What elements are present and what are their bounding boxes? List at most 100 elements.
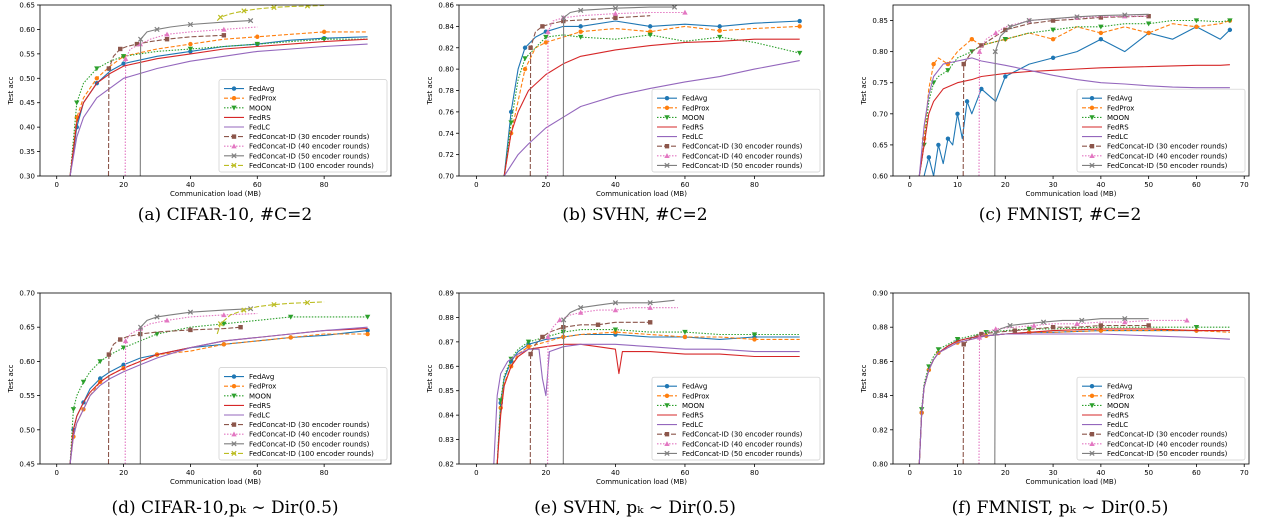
series-line-FedRS	[503, 38, 800, 176]
legend-marker-FedConcat40	[664, 153, 670, 158]
series-line-FedConcat30	[107, 326, 241, 464]
data-point-FedProx	[682, 334, 688, 340]
y-tick-label: 0.45	[19, 461, 35, 469]
data-point-FedConcat100	[271, 5, 277, 11]
y-tick-label: 0.80	[872, 48, 888, 56]
x-axis-label: Communication load (MB)	[596, 478, 687, 486]
data-point-MOON	[508, 120, 514, 126]
x-tick-label: 0	[54, 181, 58, 189]
axes-frame	[39, 4, 392, 177]
legend-marker-FedConcat50	[664, 162, 670, 169]
x-tick-label: 20	[119, 181, 128, 189]
data-point-FedConcat30	[188, 327, 193, 333]
data-point-FedProx	[1146, 30, 1151, 36]
legend-label: FedProx	[682, 392, 709, 400]
data-point-FedConcat100	[241, 307, 247, 313]
data-point-FedConcat30	[1098, 323, 1104, 328]
legend-label: FedAvg	[682, 383, 707, 391]
data-point-MOON	[1098, 24, 1104, 30]
x-tick-label: 80	[320, 181, 329, 189]
data-point-FedConcat50	[612, 300, 619, 306]
x-tick-label: 20	[1001, 181, 1010, 189]
x-tick-label: 40	[186, 469, 195, 477]
legend-label: MOON	[1107, 114, 1129, 122]
x-tick-label: 50	[1144, 469, 1153, 477]
y-tick-label: 0.72	[438, 151, 454, 159]
y-tick-label: 0.30	[19, 173, 35, 181]
legend-marker-MOON	[231, 105, 237, 111]
data-point-FedAvg	[365, 328, 370, 333]
data-point-MOON	[926, 364, 932, 370]
y-axis-label: Test acc	[860, 76, 868, 105]
series-group	[69, 5, 368, 176]
data-point-MOON	[577, 34, 584, 40]
legend-marker-MOON	[231, 393, 237, 399]
data-point-MOON	[751, 332, 758, 338]
x-axis-label: Communication load (MB)	[1026, 190, 1117, 198]
data-point-FedConcat30	[1146, 13, 1151, 19]
data-point-FedProx	[1098, 30, 1104, 36]
x-tick-label: 0	[54, 469, 58, 477]
legend-label: FedConcat-ID (30 encoder rounds)	[682, 143, 803, 151]
data-point-FedAvg	[964, 99, 970, 104]
data-point-FedProx	[1194, 24, 1199, 29]
legend-marker-FedProx	[1089, 393, 1095, 398]
y-tick-label: 0.86	[438, 363, 454, 371]
data-point-FedConcat40	[976, 48, 983, 54]
legend-label: FedAvg	[249, 85, 274, 93]
data-point-FedConcat30	[164, 37, 170, 42]
legend-label: FedConcat-ID (30 encoder rounds)	[682, 431, 803, 439]
data-point-MOON	[796, 50, 803, 56]
y-tick-label: 0.60	[19, 26, 35, 34]
data-point-FedAvg	[1227, 27, 1233, 33]
legend-marker-FedConcat30	[231, 422, 237, 427]
legend-label: MOON	[1107, 402, 1129, 410]
legend-marker-FedConcat50	[1089, 450, 1095, 457]
legend-box	[1076, 376, 1246, 461]
data-point-FedConcat50	[154, 26, 160, 33]
legend-marker-FedConcat50	[231, 441, 237, 447]
y-tick-label: 0.65	[872, 141, 888, 149]
series-line-FedConcat40	[124, 312, 258, 464]
data-point-FedAvg	[1098, 37, 1104, 42]
data-point-FedConcat40	[1031, 322, 1037, 328]
series-line-FedConcat100	[216, 301, 325, 335]
legend-label: FedConcat-ID (40 encoder rounds)	[1107, 152, 1228, 160]
series-line-FedConcat30	[962, 15, 1149, 176]
y-axis-label: Test acc	[7, 364, 15, 393]
legend-box	[651, 88, 821, 173]
data-point-FedConcat50	[1074, 14, 1080, 20]
y-tick-label: 0.50	[19, 426, 35, 434]
data-point-FedAvg	[797, 18, 802, 24]
x-tick-label: 30	[1049, 181, 1058, 189]
legend-label: FedLC	[682, 421, 703, 429]
series-line-FedRS	[69, 38, 368, 176]
legend-label: FedRS	[682, 412, 704, 420]
legend-label: FedLC	[1107, 421, 1128, 429]
legend-marker-FedConcat50	[1089, 162, 1095, 169]
series-line-MOON	[496, 329, 800, 464]
series-line-FedRS	[496, 343, 800, 464]
legend-label: FedRS	[249, 402, 271, 410]
data-point-FedConcat40	[1074, 321, 1080, 326]
data-point-FedProx	[321, 29, 327, 35]
data-point-FedAvg	[936, 142, 941, 148]
caption-e: (e) SVHN, pₖ ∼ Dir(0.5)	[534, 498, 736, 518]
y-tick-label: 0.82	[872, 426, 888, 434]
x-tick-label: 80	[750, 181, 759, 189]
y-tick-label: 0.78	[438, 87, 454, 95]
data-point-FedAvg	[578, 24, 583, 29]
x-tick-label: 70	[1240, 181, 1249, 189]
data-point-FedConcat50	[1122, 12, 1128, 18]
data-point-FedProx	[797, 24, 802, 29]
y-tick-label: 0.86	[438, 2, 454, 10]
legend-marker-FedAvg	[1089, 96, 1095, 101]
data-point-MOON	[1193, 325, 1200, 330]
series-group	[493, 299, 800, 464]
chart-f: 0 10 20 30 40 50 60 70 0.80 0.82 0.84 0.86 0.88 0.90 C…	[860, 290, 1250, 486]
y-tick-label: 0.35	[19, 148, 35, 156]
x-tick-label: 40	[186, 181, 195, 189]
legend-label: FedProx	[249, 383, 276, 391]
data-point-FedConcat40	[545, 29, 551, 34]
legend-label: FedProx	[1107, 392, 1134, 400]
